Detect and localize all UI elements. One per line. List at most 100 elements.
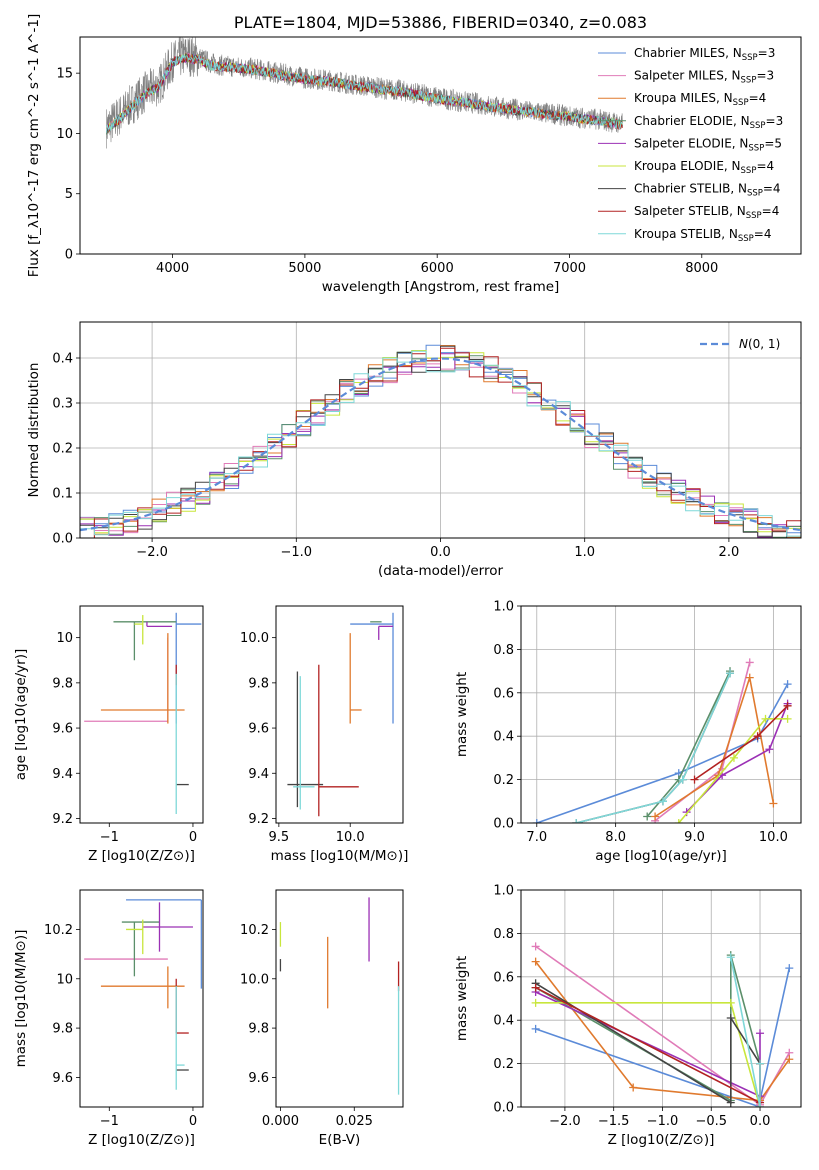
y-tick-label: 0.3: [52, 397, 73, 412]
plot-area-age_vs_mass: [287, 612, 394, 817]
y-tick-label: 5: [65, 187, 73, 202]
y-tick-label: 9.4: [52, 767, 73, 782]
x-tick-label: 2.0: [719, 545, 740, 560]
y-tick-label: 9.6: [52, 722, 73, 737]
y-tick-label: 0: [65, 248, 73, 263]
chart-spectrum: 4000 5000 6000 7000 8000 0 5 10 15 wavelength [An…: [26, 13, 802, 295]
data-point-marker: [726, 953, 735, 962]
x-tick-label: 0.0: [750, 1114, 771, 1129]
x-tick-label: 7000: [553, 261, 586, 276]
x-tick-label: −1: [100, 1114, 119, 1129]
y-tick-label: 9.8: [248, 1022, 269, 1037]
legend-entry: Kroupa STELIB, NSSP=4: [634, 227, 772, 244]
series-chabrier-miles: [536, 683, 789, 823]
x-tick-label: 0: [189, 830, 197, 845]
y-tick-label: 0.8: [493, 927, 514, 942]
x-axis-label: wavelength [Angstrom, rest frame]: [322, 279, 560, 295]
x-tick-label: 7.0: [526, 830, 547, 845]
y-tick-label: 0.0: [493, 1101, 514, 1116]
axes-frame: [79, 321, 802, 539]
y-tick-label: 0.2: [493, 1057, 514, 1072]
y-tick-label: 0.4: [52, 352, 73, 367]
plot-area-spectrum: [106, 37, 623, 149]
y-tick-label: 9.6: [248, 722, 269, 737]
data-point-marker: [643, 812, 652, 821]
plot-area-residuals: [80, 344, 801, 538]
data-point-marker: [629, 1083, 638, 1092]
series-salpeter-stelib: [535, 986, 761, 1105]
legend-entry: Chabrier ELODIE, NSSP=3: [634, 114, 783, 131]
series-kroupa-miles: [654, 677, 775, 818]
y-tick-label: 9.2: [248, 812, 269, 827]
y-tick-label: 0.2: [52, 442, 73, 457]
data-point-marker: [745, 658, 754, 667]
y-tick-label: 0.8: [493, 643, 514, 658]
legend-entry: Kroupa ELODIE, NSSP=4: [634, 159, 774, 176]
x-tick-label: −0.5: [695, 1114, 727, 1129]
x-tick-label: −1.0: [281, 545, 313, 560]
y-tick-label: 0.0: [52, 532, 73, 547]
data-point-marker: [783, 680, 792, 689]
data-point-marker: [726, 1014, 735, 1023]
y-tick-label: 9.2: [52, 812, 73, 827]
data-point-marker: [745, 673, 754, 682]
series-kroupa-miles: [534, 961, 790, 1102]
y-axis-label: age [log10(age/yr)]: [13, 649, 29, 781]
y-tick-label: 10: [56, 631, 73, 646]
y-tick-label: 9.4: [248, 767, 269, 782]
data-point-marker: [753, 732, 762, 741]
y-tick-label: 9.8: [52, 676, 73, 691]
plot-area-mass_vs_EBV: [279, 897, 400, 1095]
chart-title: PLATE=1804, MJD=53886, FIBERID=0340, z=0…: [234, 13, 647, 32]
y-axis-label: mass weight: [454, 956, 470, 1041]
series-kroupa-elodie: [678, 718, 788, 823]
y-tick-label: 15: [56, 67, 73, 82]
histogram-kroupa-stelib: [80, 350, 801, 537]
data-point-marker: [726, 1098, 735, 1107]
x-axis-label: age [log10(age/yr)]: [595, 848, 727, 864]
plot-area-massweight_vs_age: [532, 658, 792, 823]
x-tick-label: 0.025: [336, 1114, 373, 1129]
x-tick-label: 1.0: [574, 545, 595, 560]
y-tick-label: 0.6: [493, 970, 514, 985]
series-salpeter-elodie: [535, 991, 761, 1098]
y-tick-label: 0.2: [493, 773, 514, 788]
series-salpeter-miles: [654, 662, 751, 822]
chart-age_vs_Z: −1 0 9.2 9.4 9.6 9.8 10 Z [log10(Z/Z⊙)] age [log…: [13, 605, 204, 864]
x-axis-label: Z [log10(Z/Z⊙)]: [608, 1132, 715, 1148]
legend-entry: Salpeter MILES, NSSP=3: [634, 69, 774, 86]
data-point-marker: [783, 701, 792, 710]
data-point-marker: [674, 819, 683, 823]
legend-entry: Salpeter ELODIE, NSSP=5: [634, 136, 782, 153]
y-tick-label: 10: [56, 972, 73, 987]
data-point-marker: [765, 745, 774, 754]
y-tick-label: 0.1: [52, 487, 73, 502]
data-point-marker: [572, 819, 581, 823]
data-point-marker: [531, 942, 540, 951]
data-point-marker: [690, 775, 699, 784]
x-tick-label: 10.0: [759, 830, 788, 845]
x-tick-label: 5000: [288, 261, 321, 276]
y-tick-label: 1.0: [493, 600, 514, 615]
data-point-marker: [761, 714, 770, 723]
x-tick-label: 8000: [685, 261, 718, 276]
y-axis-label: Normed distribution: [26, 363, 42, 498]
axes-frame: [79, 889, 204, 1108]
data-point-marker: [531, 957, 540, 966]
y-axis-label: Flux [f_λ10^-17 erg cm^-2 s^-1 A^-1]: [26, 14, 42, 277]
legend-entry: Chabrier MILES, NSSP=3: [634, 46, 775, 63]
y-tick-label: 9.8: [52, 1022, 73, 1037]
plot-area-massweight_vs_Z: [531, 942, 794, 1107]
axes-frame: [520, 889, 802, 1108]
y-axis-label: mass [log10(M/M⊙)]: [13, 930, 29, 1068]
normal-curve: [80, 357, 801, 532]
data-point-marker: [785, 1055, 794, 1064]
axes-frame: [520, 605, 802, 824]
x-tick-label: 8.0: [605, 830, 626, 845]
chart-massweight_vs_Z: −2.0 −1.5 −1.0 −0.5 0.0 0.0 0.2 0.4 0.6 0.8 1.0 Z […: [454, 884, 802, 1148]
chart-mass_vs_Z: −1 0 9.6 9.8 10 10.2 Z [log10(Z/Z⊙)] mass [log1…: [13, 889, 204, 1148]
data-point-marker: [678, 775, 687, 784]
legend-entry: Chabrier STELIB, NSSP=4: [634, 182, 781, 199]
plot-area-mass_vs_Z: [84, 899, 202, 1090]
axes-frame: [275, 889, 404, 1108]
